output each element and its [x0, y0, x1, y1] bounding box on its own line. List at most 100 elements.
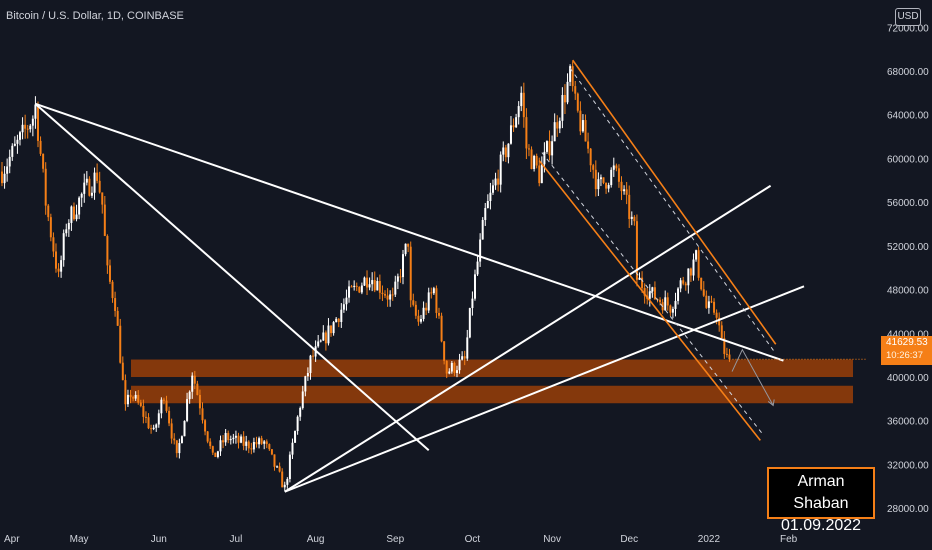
candle-body: [147, 417, 150, 429]
candle-body: [476, 261, 479, 275]
price-tick-label: 40000.00: [887, 373, 929, 384]
candle-body: [165, 400, 168, 411]
candle-body: [484, 208, 487, 220]
candle-body: [309, 355, 312, 374]
candle-body: [155, 424, 158, 428]
candle-body: [327, 325, 330, 344]
price-tick-label: 36000.00: [887, 417, 929, 428]
candle-body: [455, 370, 458, 373]
candle-body: [144, 416, 147, 418]
candle-body: [574, 86, 577, 94]
candle-body: [638, 277, 641, 280]
candle-body: [34, 104, 37, 119]
candle-body: [453, 362, 456, 373]
candle-body: [175, 440, 178, 454]
support-zones: [131, 359, 853, 404]
candle-body: [52, 237, 55, 252]
candle-body: [98, 180, 101, 193]
candle-body: [227, 433, 230, 441]
candle-body: [186, 399, 189, 421]
last-price-value: 41629.53: [886, 337, 928, 348]
candle-body: [512, 125, 515, 128]
trendline-4: [284, 285, 805, 493]
candle-body: [633, 216, 636, 222]
candle-body: [391, 294, 394, 296]
author-box: Arman Shaban 01.09.2022: [767, 467, 875, 534]
candle-body: [489, 192, 492, 201]
candle-body: [371, 280, 374, 285]
candle-body: [299, 408, 302, 417]
candle-body: [540, 164, 543, 184]
time-tick-label: Dec: [620, 534, 638, 545]
candle-body: [90, 192, 93, 196]
candle-body: [648, 291, 651, 299]
candle-body: [178, 443, 181, 454]
candle-body: [319, 340, 322, 342]
candle-body: [666, 297, 669, 306]
candle-body: [250, 448, 253, 450]
candle-body: [54, 251, 57, 269]
candle-body: [180, 436, 183, 444]
price-tick-label: 44000.00: [887, 329, 929, 340]
candle-body: [72, 206, 75, 220]
time-axis[interactable]: Apr May Jun Jul Aug Sep Oct Nov Dec 2022 Feb: [0, 530, 932, 550]
candle-body: [283, 484, 286, 488]
candle-body: [276, 466, 279, 468]
candle-body: [62, 233, 65, 261]
candle-body: [399, 276, 402, 278]
candle-body: [589, 148, 592, 166]
candle-body: [24, 124, 27, 129]
candle-body: [594, 169, 597, 190]
candle-body: [543, 151, 546, 165]
candle-body: [499, 154, 502, 185]
candle-body: [106, 235, 109, 266]
candle-body: [396, 276, 399, 282]
time-tick-label: Jun: [151, 534, 167, 545]
candle-body: [450, 362, 453, 372]
price-axis-background: [866, 0, 932, 530]
candle-body: [437, 312, 440, 316]
candle-body: [384, 294, 387, 296]
candle-body: [157, 413, 160, 425]
candle-body: [57, 268, 60, 272]
candle-body: [8, 156, 11, 167]
currency-button[interactable]: USD: [895, 8, 921, 26]
candle-body: [592, 165, 595, 170]
candle-body: [142, 405, 145, 417]
candle-body: [183, 420, 186, 437]
candle-body: [60, 260, 63, 272]
projection-path: [731, 348, 774, 406]
time-tick-label: Jul: [230, 534, 243, 545]
candle-body: [291, 442, 294, 455]
candle-body: [682, 280, 685, 284]
candle-body: [204, 420, 207, 432]
candle-body: [126, 394, 129, 405]
candle-body: [425, 307, 428, 311]
price-tick-label: 52000.00: [887, 242, 929, 253]
candle-body: [522, 92, 525, 118]
candle-body: [119, 325, 122, 363]
candle-body: [245, 441, 248, 446]
candle-body: [617, 168, 620, 182]
candle-body: [430, 292, 433, 294]
candle-body: [473, 274, 476, 299]
time-tick-label: Feb: [780, 534, 798, 545]
price-axis[interactable]: 28000.00 32000.00 36000.00 40000.00 44000.00…: [866, 0, 932, 530]
candle-body: [222, 440, 225, 443]
candle-body: [579, 110, 582, 132]
time-tick-label: Sep: [386, 534, 404, 545]
candle-body: [486, 200, 489, 209]
price-tick-label: 56000.00: [887, 198, 929, 209]
candle-body: [114, 298, 117, 311]
candle-body: [224, 433, 227, 443]
candle-body: [322, 332, 325, 341]
candle-body: [67, 222, 70, 230]
candle-body: [368, 284, 371, 288]
trendlines: [34, 59, 866, 493]
candle-body: [607, 185, 610, 189]
candle-body: [605, 182, 608, 189]
candle-body: [466, 337, 469, 359]
candle-body: [335, 318, 338, 323]
candle-body: [240, 436, 243, 443]
